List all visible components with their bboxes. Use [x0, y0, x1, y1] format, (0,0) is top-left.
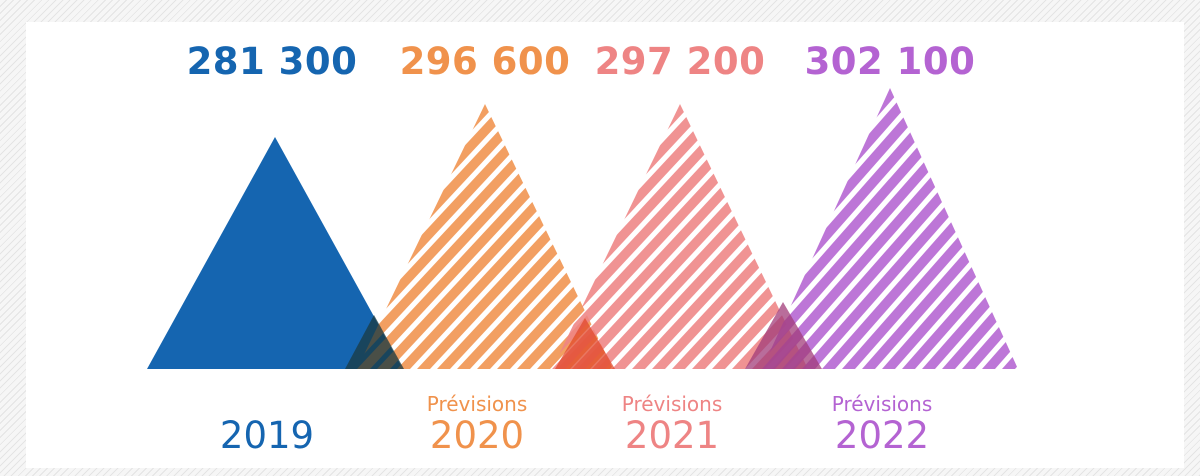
stripe	[942, 88, 1018, 369]
stripe	[922, 88, 1018, 369]
overlap-region-2	[555, 318, 615, 369]
value-label-2019: 281 300	[186, 40, 358, 83]
stripe	[962, 88, 1018, 369]
mountain-shape-2019	[147, 137, 403, 369]
value-label-2020: 296 600	[399, 40, 571, 83]
stripe	[552, 104, 790, 369]
stripe	[762, 88, 1018, 369]
value-label-2021: 297 200	[594, 40, 766, 83]
stripe	[692, 104, 808, 369]
stripe	[1022, 68, 1200, 369]
forecast-label-2020: Prévisions	[426, 392, 528, 416]
stripe	[882, 88, 1018, 369]
stripe	[1042, 68, 1200, 369]
stripe	[902, 88, 1018, 369]
stripe	[1002, 88, 1018, 369]
overlap-region-1	[345, 315, 404, 369]
stripe	[497, 104, 613, 369]
stripe	[672, 104, 808, 369]
value-label-2022: 302 100	[804, 40, 976, 83]
stripe	[552, 104, 808, 369]
stripe	[982, 88, 1018, 369]
stripe	[477, 104, 613, 369]
year-label-2019: 2019	[219, 414, 315, 457]
year-label-2022: 2022	[834, 414, 930, 457]
mountain-2019	[147, 137, 403, 369]
year-label-2021: 2021	[624, 414, 720, 457]
forecast-label-2021: Prévisions	[621, 392, 723, 416]
stripe	[782, 88, 1018, 369]
forecast-label-2022: Prévisions	[831, 392, 933, 416]
overlap-region-3	[745, 302, 822, 369]
year-label-2020: 2020	[429, 414, 525, 457]
